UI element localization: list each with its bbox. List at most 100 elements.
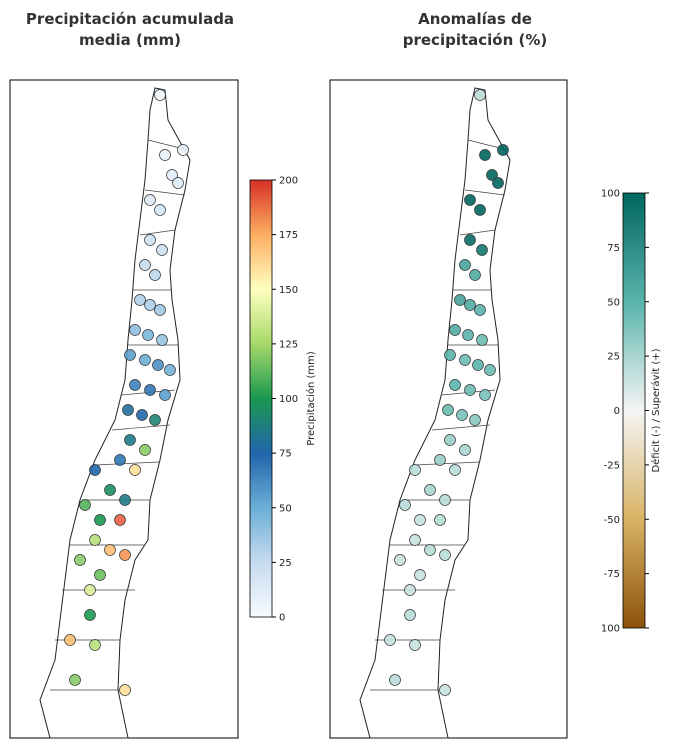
station-point: [129, 324, 141, 336]
station-point: [476, 334, 488, 346]
station-point: [152, 359, 164, 371]
colorbar-tick-label: 175: [279, 230, 298, 241]
country-outline: [359, 87, 511, 739]
colorbar-tick-label: 100: [279, 394, 298, 405]
station-point: [424, 484, 436, 496]
station-point: [74, 554, 86, 566]
station-point: [164, 364, 176, 376]
station-point: [136, 409, 148, 421]
panel: [9, 79, 239, 739]
station-point: [404, 609, 416, 621]
station-point: [129, 464, 141, 476]
station-point: [154, 89, 166, 101]
station-point: [64, 634, 76, 646]
station-point: [409, 464, 421, 476]
station-point: [444, 349, 456, 361]
station-point: [459, 444, 471, 456]
station-point: [449, 379, 461, 391]
station-point: [476, 244, 488, 256]
station-point: [474, 89, 486, 101]
station-point: [456, 409, 468, 421]
station-point: [462, 329, 474, 341]
station-point: [434, 514, 446, 526]
colorbar-tick-label: 50: [279, 503, 292, 514]
station-point: [409, 639, 421, 651]
station-point: [474, 304, 486, 316]
station-point: [442, 404, 454, 416]
station-point: [464, 384, 476, 396]
station-point: [134, 294, 146, 306]
station-point: [154, 304, 166, 316]
station-point: [129, 379, 141, 391]
colorbar-tick-label: 75: [279, 449, 292, 460]
station-point: [434, 454, 446, 466]
station-point: [464, 234, 476, 246]
station-point: [69, 674, 81, 686]
colorbar-tick-label: 100: [601, 624, 620, 635]
station-point: [159, 149, 171, 161]
station-point: [469, 414, 481, 426]
station-point: [399, 499, 411, 511]
station-point: [384, 634, 396, 646]
station-point: [177, 144, 189, 156]
station-point: [414, 514, 426, 526]
station-point: [156, 334, 168, 346]
station-point: [119, 494, 131, 506]
station-point: [89, 464, 101, 476]
station-point: [122, 404, 134, 416]
station-point: [104, 544, 116, 556]
colorbar-label: Precipitación (mm): [305, 351, 317, 446]
station-point: [154, 204, 166, 216]
station-point: [464, 194, 476, 206]
panel: [329, 79, 568, 739]
station-point: [144, 299, 156, 311]
station-point: [144, 234, 156, 246]
station-point: [84, 584, 96, 596]
station-point: [484, 364, 496, 376]
station-point: [459, 354, 471, 366]
station-point: [394, 554, 406, 566]
station-point: [459, 259, 471, 271]
station-point: [472, 359, 484, 371]
colorbar: [622, 192, 646, 629]
station-point: [172, 177, 184, 189]
station-point: [114, 514, 126, 526]
station-point: [139, 259, 151, 271]
station-point: [89, 639, 101, 651]
station-point: [449, 464, 461, 476]
station-point: [454, 294, 466, 306]
colorbar-tick-label: 0: [279, 613, 285, 624]
panel-title: Precipitación acumulada media (mm): [26, 10, 234, 49]
station-point: [94, 569, 106, 581]
station-point: [479, 389, 491, 401]
colorbar-tick-label: 50: [607, 297, 620, 308]
station-point: [404, 584, 416, 596]
colorbar-tick-label: 0: [614, 406, 620, 417]
station-point: [439, 494, 451, 506]
station-point: [79, 499, 91, 511]
station-point: [144, 194, 156, 206]
colorbar-tick-label: -50: [604, 515, 620, 526]
colorbar-tick-label: -75: [604, 569, 620, 580]
station-point: [119, 684, 131, 696]
panel-title: Anomalías de precipitación (%): [403, 10, 548, 49]
station-point: [474, 204, 486, 216]
colorbar-label: Déficit (-) / Superávit (+): [650, 348, 662, 472]
station-point: [104, 484, 116, 496]
station-point: [469, 269, 481, 281]
station-point: [119, 549, 131, 561]
station-point: [159, 389, 171, 401]
station-point: [149, 414, 161, 426]
station-point: [389, 674, 401, 686]
colorbar-tick-label: 125: [279, 339, 298, 350]
station-point: [124, 349, 136, 361]
station-point: [139, 444, 151, 456]
station-point: [486, 169, 498, 181]
station-point: [89, 534, 101, 546]
colorbar-tick-label: 150: [279, 285, 298, 296]
colorbar-tick-label: 200: [279, 176, 298, 187]
station-point: [114, 454, 126, 466]
station-point: [139, 354, 151, 366]
station-point: [479, 149, 491, 161]
country-outline: [39, 87, 191, 739]
